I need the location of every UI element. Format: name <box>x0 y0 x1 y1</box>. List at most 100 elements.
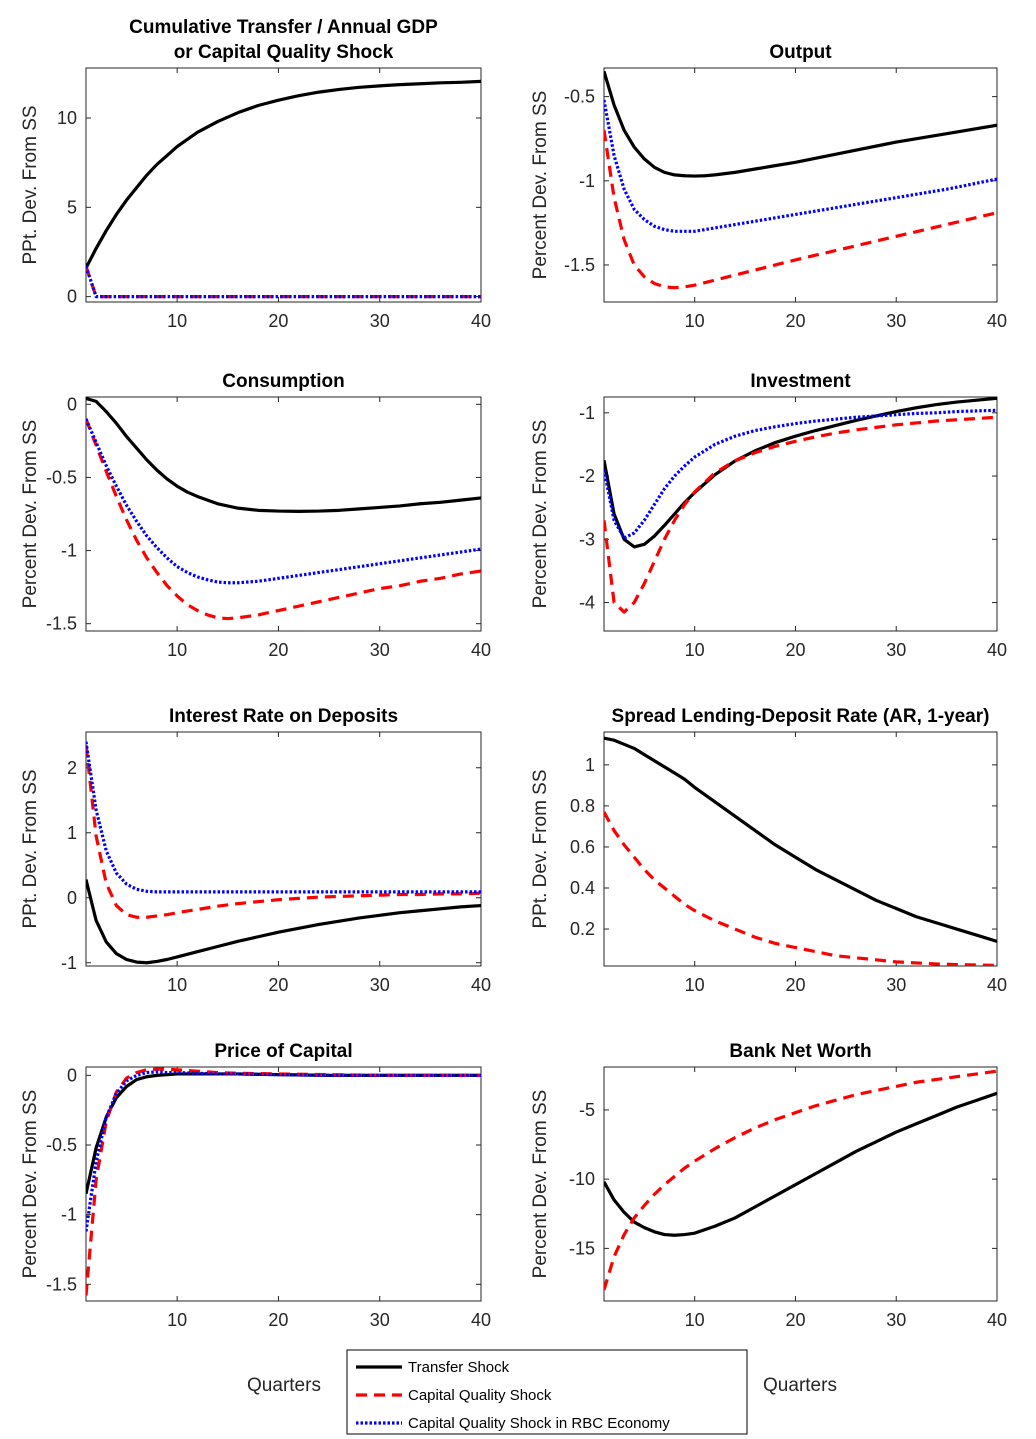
legend-label-rbc: Capital Quality Shock in RBC Economy <box>408 1415 670 1432</box>
series-line-capital-quality-shock <box>86 744 481 919</box>
y-tick-label: -1 <box>579 403 595 423</box>
y-tick-label: 10 <box>57 108 77 128</box>
x-tick-label: 20 <box>268 1310 288 1330</box>
panel-consumption: 10 20 30 40 -1.5 -1 -0.5 0 Consumption Percent De… <box>20 371 491 660</box>
panel-title: Bank Net Worth <box>729 1041 871 1062</box>
series-line-transfer-shock <box>604 70 997 178</box>
y-axis-label: Percent Dev. From SS <box>530 1090 551 1279</box>
y-tick-label: 0.6 <box>570 837 595 857</box>
series-group <box>604 70 997 290</box>
panel-bank-net-worth: 10 20 30 40 -15 -10 -5 Bank Net Worth Percent De… <box>530 1041 1007 1330</box>
axes-box <box>85 396 482 632</box>
axes-box <box>603 1066 998 1302</box>
y-tick-label: 0.2 <box>570 919 595 939</box>
axes-box <box>603 731 998 967</box>
panel-interest-rate-on-deposits: 10 20 30 40 -1 0 1 2 Interest Rate on Deposits PP… <box>20 706 491 995</box>
panel-price-of-capital: 10 20 30 40 -1.5 -1 -0.5 0 Price of Capital Perce… <box>20 1041 491 1330</box>
x-tick-label: 20 <box>785 640 805 660</box>
panel-title: Price of Capital <box>214 1041 352 1062</box>
series-line-transfer-shock <box>604 397 997 549</box>
y-tick-label: 1 <box>585 755 595 775</box>
y-axis-label: PPt. Dev. From SS <box>20 769 41 928</box>
x-tick-label: 10 <box>685 640 705 660</box>
y-tick-label: 0 <box>67 1065 77 1085</box>
axes-box <box>85 1066 482 1302</box>
series-group <box>604 1069 997 1291</box>
x-tick-label: 20 <box>268 311 288 331</box>
x-tick-label: 10 <box>167 1310 187 1330</box>
y-tick-label: 5 <box>67 197 77 217</box>
x-tick-label: 40 <box>471 640 491 660</box>
x-tick-label: 40 <box>987 975 1007 995</box>
y-tick-label: 0.8 <box>570 796 595 816</box>
legend-box <box>346 1349 748 1435</box>
panel-title: Output <box>769 42 832 63</box>
panel-title: Consumption <box>222 371 344 392</box>
legend-label-transfer: Transfer Shock <box>408 1359 510 1376</box>
series-line-capital-quality-shock <box>604 1069 997 1291</box>
legend-label-capital-quality: Capital Quality Shock <box>408 1387 552 1404</box>
x-tick-label: 30 <box>370 640 390 660</box>
x-tick-label: 40 <box>987 311 1007 331</box>
series-line-transfer-shock <box>86 879 481 965</box>
legend: Transfer Shock Capital Quality Shock Cap… <box>346 1349 748 1435</box>
series-line-transfer-shock <box>86 79 481 269</box>
series-line-capital-quality-shock <box>86 265 481 299</box>
x-tick-label: 20 <box>268 975 288 995</box>
x-tick-label: 10 <box>685 311 705 331</box>
y-tick-label: -2 <box>579 466 595 486</box>
y-tick-label: -1.5 <box>564 255 595 275</box>
y-tick-label: -1 <box>579 171 595 191</box>
y-tick-label: -1 <box>61 953 77 973</box>
y-tick-label: 0.4 <box>570 878 595 898</box>
series-line-transfer-shock <box>86 397 481 513</box>
series-line-capital-quality-shock-in-rbc-economy <box>604 99 997 233</box>
axes-box <box>603 67 998 303</box>
y-tick-label: -4 <box>579 593 595 613</box>
series-line-capital-quality-shock <box>604 811 997 966</box>
series-line-capital-quality-shock <box>86 1067 481 1296</box>
series-group <box>86 397 481 621</box>
y-tick-label: -0.5 <box>46 467 77 487</box>
panel-title: or Capital Quality Shock <box>174 42 394 63</box>
x-tick-label: 40 <box>987 640 1007 660</box>
series-line-capital-quality-shock-in-rbc-economy <box>604 408 997 540</box>
x-tick-label: 30 <box>886 311 906 331</box>
x-tick-label: 40 <box>471 311 491 331</box>
x-tick-label: 30 <box>370 1310 390 1330</box>
x-axis-label-right: Quarters <box>763 1375 837 1396</box>
panel-cumulative-transfer-annual-gdp: 10 20 30 40 0 5 10 Cumulative Transfer / Annual… <box>20 17 491 331</box>
y-axis-label: Percent Dev. From SS <box>20 420 41 609</box>
x-axis-labels: Quarters Quarters <box>247 1375 837 1396</box>
panel-title: Interest Rate on Deposits <box>169 706 398 727</box>
x-tick-label: 10 <box>685 975 705 995</box>
x-tick-label: 20 <box>268 640 288 660</box>
series-line-capital-quality-shock <box>604 130 997 290</box>
x-tick-label: 30 <box>370 975 390 995</box>
x-tick-label: 20 <box>785 1310 805 1330</box>
series-line-transfer-shock <box>604 736 997 943</box>
y-tick-label: -0.5 <box>564 87 595 107</box>
y-axis-label: Percent Dev. From SS <box>20 1090 41 1279</box>
y-tick-label: 0 <box>67 888 77 908</box>
y-tick-label: -1 <box>61 541 77 561</box>
panel-investment: 10 20 30 40 -4 -3 -2 -1 Investment Percent Dev. F… <box>530 371 1007 660</box>
x-tick-label: 10 <box>167 640 187 660</box>
y-tick-label: -15 <box>569 1238 595 1258</box>
series-line-capital-quality-shock-in-rbc-economy <box>86 418 481 585</box>
x-tick-label: 20 <box>785 975 805 995</box>
y-tick-label: 0 <box>67 287 77 307</box>
series-line-capital-quality-shock-in-rbc-economy <box>86 741 481 894</box>
x-tick-label: 30 <box>886 975 906 995</box>
x-tick-label: 40 <box>471 1310 491 1330</box>
series-group <box>604 397 997 614</box>
y-axis-label: PPt. Dev. From SS <box>20 105 41 264</box>
y-tick-label: -5 <box>579 1100 595 1120</box>
y-tick-label: 1 <box>67 823 77 843</box>
series-group <box>604 736 997 966</box>
x-axis-label-left: Quarters <box>247 1375 321 1396</box>
x-tick-label: 30 <box>370 311 390 331</box>
x-tick-label: 30 <box>886 640 906 660</box>
